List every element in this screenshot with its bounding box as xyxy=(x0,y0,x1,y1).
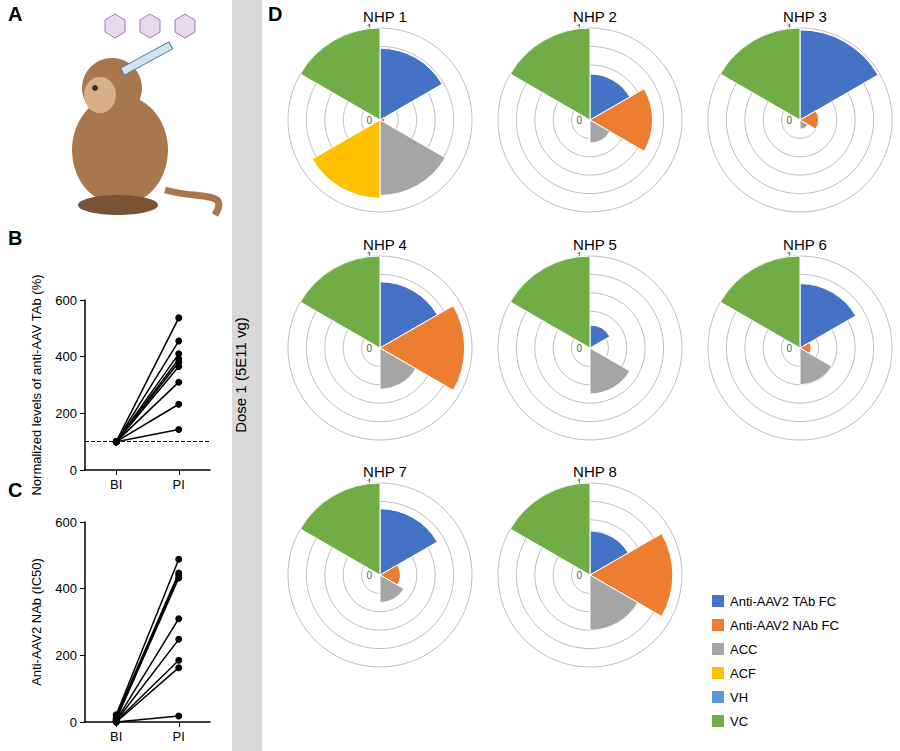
svg-text:0: 0 xyxy=(786,343,792,354)
svg-text:BI: BI xyxy=(110,729,122,744)
svg-text:C: C xyxy=(8,479,22,501)
svg-text:Anti-AAV2 NAb (IC50): Anti-AAV2 NAb (IC50) xyxy=(29,558,44,686)
svg-text:400: 400 xyxy=(55,581,77,596)
svg-text:NHP 5: NHP 5 xyxy=(573,236,617,253)
svg-text:600: 600 xyxy=(55,293,77,308)
svg-text:NHP 8: NHP 8 xyxy=(573,463,617,480)
svg-text:ACC: ACC xyxy=(730,642,757,657)
svg-text:0: 0 xyxy=(366,570,372,581)
svg-text:Anti-AAV2 NAb FC: Anti-AAV2 NAb FC xyxy=(730,618,839,633)
svg-text:0: 0 xyxy=(576,115,582,126)
svg-text:0: 0 xyxy=(576,570,582,581)
svg-text:BI: BI xyxy=(110,477,122,492)
svg-text:Anti-AAV2 TAb FC: Anti-AAV2 TAb FC xyxy=(730,594,836,609)
svg-text:0: 0 xyxy=(366,343,372,354)
svg-text:A: A xyxy=(8,3,22,25)
svg-text:0: 0 xyxy=(70,463,77,478)
svg-text:0: 0 xyxy=(70,715,77,730)
svg-text:NHP 1: NHP 1 xyxy=(363,8,407,25)
svg-text:VH: VH xyxy=(730,690,748,705)
svg-text:Dose 1 (5E11 vg): Dose 1 (5E11 vg) xyxy=(232,317,249,433)
svg-text:400: 400 xyxy=(55,349,77,364)
svg-text:NHP 4: NHP 4 xyxy=(363,236,407,253)
svg-text:D: D xyxy=(268,3,282,25)
svg-text:NHP 7: NHP 7 xyxy=(363,463,407,480)
svg-text:PI: PI xyxy=(173,477,185,492)
svg-text:B: B xyxy=(8,227,22,249)
svg-text:200: 200 xyxy=(55,406,77,421)
svg-text:0: 0 xyxy=(786,115,792,126)
svg-text:200: 200 xyxy=(55,648,77,663)
svg-text:NHP 6: NHP 6 xyxy=(783,236,827,253)
svg-text:VC: VC xyxy=(730,714,748,729)
svg-text:Normalized levels of anti-AAV: Normalized levels of anti-AAV TAb (%) xyxy=(29,274,44,495)
svg-text:ACF: ACF xyxy=(730,666,756,681)
svg-text:600: 600 xyxy=(55,515,77,530)
svg-text:NHP 2: NHP 2 xyxy=(573,8,617,25)
svg-text:0: 0 xyxy=(576,343,582,354)
svg-text:PI: PI xyxy=(173,729,185,744)
svg-text:NHP 3: NHP 3 xyxy=(783,8,827,25)
svg-text:0: 0 xyxy=(366,115,372,126)
